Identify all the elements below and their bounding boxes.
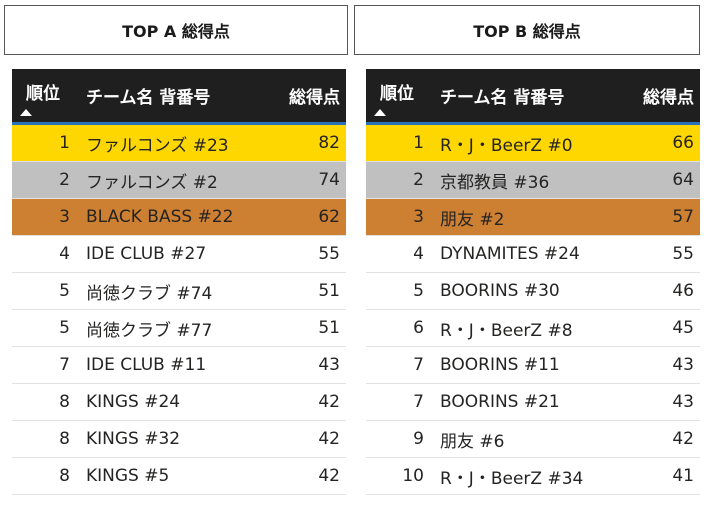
table-row[interactable]: 2 ファルコンズ #2 74 (12, 161, 346, 199)
rank-cell: 7 (366, 383, 428, 421)
table-row[interactable]: 5 尚徳クラブ #74 51 (12, 272, 346, 310)
team-cell: IDE CLUB #11 (74, 346, 262, 384)
score-cell: 43 (616, 383, 700, 421)
rank-cell: 2 (366, 161, 428, 199)
rank-cell: 5 (12, 309, 74, 347)
table-row[interactable]: 4 DYNAMITES #24 55 (366, 235, 700, 273)
team-cell: KINGS #5 (74, 457, 262, 495)
table-row[interactable]: 6 R・J・BeerZ #8 45 (366, 309, 700, 347)
table-row[interactable]: 10 R・J・BeerZ #34 41 (366, 457, 700, 495)
score-cell: 74 (262, 161, 346, 199)
score-cell: 42 (262, 420, 346, 458)
column-header-rank-label: 順位 (380, 84, 414, 104)
table-row[interactable]: 5 BOORINS #30 46 (366, 272, 700, 310)
sort-ascending-icon[interactable] (374, 109, 386, 116)
column-header-rank[interactable]: 順位 (366, 69, 428, 125)
rank-cell: 3 (366, 198, 428, 236)
rank-cell: 9 (366, 420, 428, 458)
score-cell: 51 (262, 272, 346, 310)
score-cell: 64 (616, 161, 700, 199)
panel-b-title: TOP B 総得点 (354, 5, 700, 55)
score-cell: 82 (262, 123, 346, 162)
rank-cell: 4 (366, 235, 428, 273)
table-row[interactable]: 7 BOORINS #11 43 (366, 346, 700, 384)
rank-cell: 1 (12, 123, 74, 162)
rank-cell: 6 (366, 309, 428, 347)
column-header-team[interactable]: チーム名 背番号 (428, 69, 616, 125)
score-cell: 42 (262, 383, 346, 421)
team-cell: ファルコンズ #23 (74, 123, 262, 162)
team-cell: ファルコンズ #2 (74, 161, 262, 199)
table-row[interactable]: 1 ファルコンズ #23 82 (12, 123, 346, 162)
column-header-score[interactable]: 総得点 (262, 69, 346, 125)
score-cell: 42 (616, 420, 700, 458)
rank-cell: 10 (366, 457, 428, 495)
header-row: 順位 チーム名 背番号 総得点 (366, 69, 700, 125)
table-row[interactable]: 1 R・J・BeerZ #0 66 (366, 123, 700, 162)
team-cell: R・J・BeerZ #8 (428, 309, 616, 347)
score-cell: 42 (262, 457, 346, 495)
rank-cell: 4 (12, 235, 74, 273)
panel-a-title: TOP A 総得点 (4, 5, 348, 55)
score-cell: 46 (616, 272, 700, 310)
table-row[interactable]: 5 尚徳クラブ #77 51 (12, 309, 346, 347)
score-cell: 43 (616, 346, 700, 384)
table-row[interactable]: 9 朋友 #6 42 (366, 420, 700, 458)
team-cell: 尚徳クラブ #74 (74, 272, 262, 310)
rank-cell: 3 (12, 198, 74, 236)
team-cell: BOORINS #30 (428, 272, 616, 310)
table-row[interactable]: 8 KINGS #24 42 (12, 383, 346, 421)
column-header-rank[interactable]: 順位 (12, 69, 74, 125)
team-cell: 朋友 #6 (428, 420, 616, 458)
column-header-score[interactable]: 総得点 (616, 69, 700, 125)
team-cell: 京都教員 #36 (428, 161, 616, 199)
rank-cell: 8 (12, 420, 74, 458)
table-row[interactable]: 7 IDE CLUB #11 43 (12, 346, 346, 384)
team-cell: BLACK BASS #22 (74, 198, 262, 236)
table-row[interactable]: 7 BOORINS #21 43 (366, 383, 700, 421)
table-row[interactable]: 2 京都教員 #36 64 (366, 161, 700, 199)
table-row[interactable]: 8 KINGS #5 42 (12, 457, 346, 495)
rank-cell: 5 (366, 272, 428, 310)
sort-ascending-icon[interactable] (20, 109, 32, 116)
score-cell: 41 (616, 457, 700, 495)
team-cell: BOORINS #11 (428, 346, 616, 384)
rank-cell: 2 (12, 161, 74, 199)
team-cell: R・J・BeerZ #0 (428, 123, 616, 162)
column-header-team[interactable]: チーム名 背番号 (74, 69, 262, 125)
team-cell: 朋友 #2 (428, 198, 616, 236)
team-cell: R・J・BeerZ #34 (428, 457, 616, 495)
team-cell: BOORINS #21 (428, 383, 616, 421)
table-row[interactable]: 3 朋友 #2 57 (366, 198, 700, 236)
team-cell: DYNAMITES #24 (428, 235, 616, 273)
rank-cell: 1 (366, 123, 428, 162)
table-top-a: 順位 チーム名 背番号 総得点 1 ファルコンズ #23 82 2 ファルコンズ… (12, 69, 346, 495)
team-cell: KINGS #32 (74, 420, 262, 458)
score-cell: 55 (262, 235, 346, 273)
table-top-b: 順位 チーム名 背番号 総得点 1 R・J・BeerZ #0 66 2 京都教員… (366, 69, 700, 495)
score-cell: 66 (616, 123, 700, 162)
score-cell: 55 (616, 235, 700, 273)
rank-cell: 8 (12, 383, 74, 421)
table-row[interactable]: 3 BLACK BASS #22 62 (12, 198, 346, 236)
column-header-rank-label: 順位 (26, 84, 60, 104)
rank-cell: 8 (12, 457, 74, 495)
score-cell: 62 (262, 198, 346, 236)
table-row[interactable]: 4 IDE CLUB #27 55 (12, 235, 346, 273)
rank-cell: 5 (12, 272, 74, 310)
team-cell: 尚徳クラブ #77 (74, 309, 262, 347)
rank-cell: 7 (12, 346, 74, 384)
table-row[interactable]: 8 KINGS #32 42 (12, 420, 346, 458)
team-cell: KINGS #24 (74, 383, 262, 421)
score-cell: 57 (616, 198, 700, 236)
rank-cell: 7 (366, 346, 428, 384)
score-cell: 43 (262, 346, 346, 384)
score-cell: 45 (616, 309, 700, 347)
header-row: 順位 チーム名 背番号 総得点 (12, 69, 346, 125)
team-cell: IDE CLUB #27 (74, 235, 262, 273)
score-cell: 51 (262, 309, 346, 347)
